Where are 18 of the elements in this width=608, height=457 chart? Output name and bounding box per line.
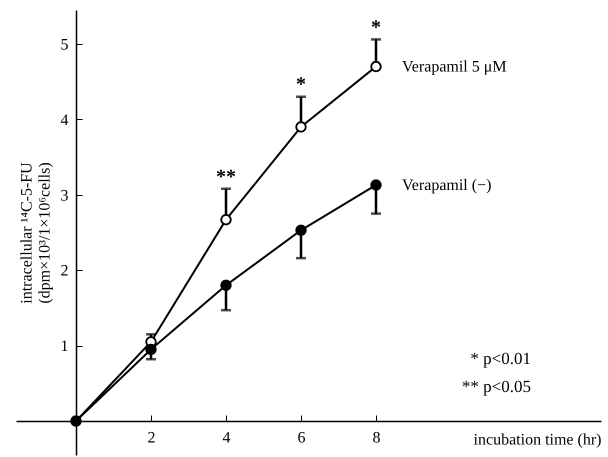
y-tick-label: 3	[60, 187, 68, 204]
annotation: * p<0.01	[470, 349, 531, 368]
y-tick-label: 1	[60, 338, 68, 356]
series-label: Verapamil (−)	[402, 176, 492, 194]
y-axis-title: intracellular ¹⁴C-5-FU (dpm×10³/1×10⁶cells)	[18, 162, 54, 304]
x-tick-label: 8	[372, 430, 380, 447]
annotation: *	[296, 74, 306, 96]
y-tick-label: 4	[60, 112, 68, 129]
x-tick-label: 6	[298, 430, 306, 447]
annotation: **	[216, 166, 236, 188]
annotation: *	[371, 16, 381, 38]
x-axis-title: incubation time (hr)	[474, 432, 602, 449]
y-tick-label: 2	[60, 262, 68, 280]
y-tick-label: 5	[60, 36, 68, 54]
annotation: ** p<0.05	[462, 377, 531, 396]
x-tick-label: 2	[148, 430, 156, 447]
x-tick-label: 4	[222, 430, 230, 447]
series-label: Verapamil 5 μM	[402, 58, 507, 76]
